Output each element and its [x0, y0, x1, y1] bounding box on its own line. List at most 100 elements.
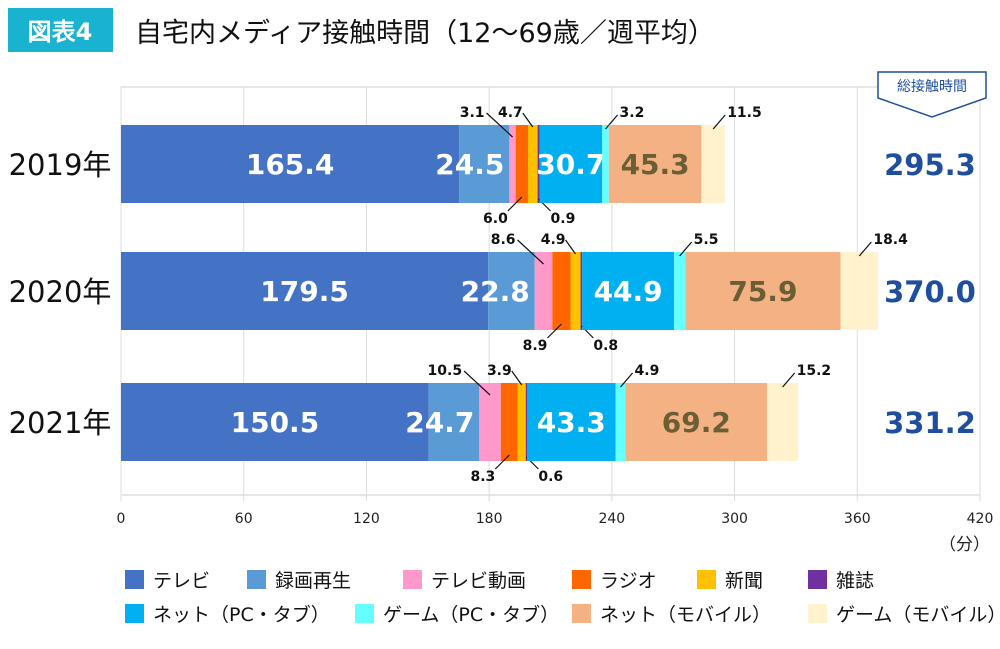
bar-segment	[840, 252, 879, 330]
bar-segment	[580, 252, 583, 330]
value-label: 15.2	[797, 363, 832, 379]
legend-swatch	[808, 604, 827, 623]
bar-segment	[509, 125, 516, 203]
total-value: 370.0	[884, 275, 976, 309]
value-label: 8.3	[470, 469, 495, 485]
total-value: 295.3	[884, 148, 976, 182]
value-label: 3.2	[620, 105, 645, 121]
bar-segment	[526, 383, 616, 461]
category-label: 2019年	[9, 148, 112, 182]
bar-segment	[625, 383, 768, 461]
bar-segment	[570, 252, 581, 330]
legend-swatch	[125, 570, 144, 589]
leader-line	[463, 370, 491, 396]
leader-line	[547, 323, 562, 339]
bar-segment	[121, 252, 489, 330]
x-tick-label: 180	[476, 511, 503, 527]
value-label: 24.5	[435, 148, 504, 181]
bar-segment	[582, 252, 675, 330]
legend-label: テレビ	[153, 570, 210, 592]
value-label: 30.7	[536, 148, 605, 181]
bar-segment	[121, 125, 460, 203]
bar-segment	[552, 252, 571, 330]
value-label: 0.9	[551, 211, 576, 227]
value-label: 3.9	[487, 363, 512, 379]
bar-segment	[525, 383, 527, 461]
value-label: 165.4	[246, 148, 335, 181]
title-badge	[8, 8, 113, 52]
value-label: 4.9	[635, 363, 660, 379]
value-label: 179.5	[260, 275, 349, 308]
total-header-shape	[877, 71, 987, 118]
leader-line	[507, 196, 523, 212]
legend-label: 新聞	[725, 570, 763, 592]
leader-line	[511, 370, 523, 386]
value-label: 45.3	[621, 148, 690, 181]
value-label: 4.9	[541, 232, 566, 248]
title-badge-text: 図表4	[28, 18, 93, 46]
leader-line	[565, 239, 577, 255]
legend-label: ラジオ	[600, 570, 657, 592]
plot-area: 0 60 120 180 240 300 360 420 2019年 165.4 24.5 3.1 6.…	[9, 86, 994, 527]
bar-segment	[539, 125, 603, 203]
x-tick-label: 0	[117, 511, 126, 527]
total-header: 総接触時間	[877, 71, 987, 118]
x-tick-label: 240	[598, 511, 625, 527]
legend-label: 雑誌	[836, 570, 874, 592]
page-title: 自宅内メディア接触時間（12〜69歳／週平均）	[135, 18, 715, 49]
leader-line	[620, 372, 634, 388]
legend-label: ネット（PC・タブ）	[153, 603, 330, 626]
total-value: 331.2	[884, 406, 976, 440]
leader-line	[782, 372, 796, 388]
x-tick-label: 120	[353, 511, 380, 527]
bar-segment	[121, 383, 429, 461]
legend-label: ゲーム（PC・タブ）	[383, 603, 559, 626]
legend-swatch	[403, 570, 422, 589]
leader-line	[605, 114, 618, 130]
value-label: 8.6	[491, 232, 516, 248]
value-label: 22.8	[461, 275, 530, 308]
bar-segment	[488, 252, 535, 330]
bar-segment	[500, 383, 518, 461]
value-label: 4.7	[498, 105, 523, 121]
value-label: 3.1	[460, 105, 485, 121]
leader-line	[858, 241, 872, 257]
legend-label: ゲーム（モバイル）	[836, 604, 1000, 626]
bar-segment	[767, 383, 799, 461]
leader-line	[494, 454, 510, 470]
bar-segment	[615, 383, 626, 461]
value-label: 69.2	[662, 406, 731, 439]
legend-label: ネット（モバイル）	[600, 604, 771, 626]
bar-segment	[685, 252, 841, 330]
bar-segment	[517, 383, 526, 461]
bar-segment	[701, 125, 725, 203]
leader-line	[712, 114, 726, 130]
value-label: 44.9	[594, 275, 663, 308]
legend-swatch	[125, 604, 144, 623]
category-label: 2020年	[9, 275, 112, 309]
bar-segment	[528, 125, 538, 203]
value-label: 43.3	[537, 406, 606, 439]
legend-label: 録画再生	[275, 570, 351, 592]
leader-line	[679, 241, 693, 257]
x-tick-label: 420	[967, 511, 994, 527]
leader-line	[486, 112, 513, 138]
x-tick-label: 60	[235, 511, 253, 527]
value-label: 5.5	[694, 232, 719, 248]
x-axis-unit: （分）	[939, 535, 990, 555]
bar-segment	[537, 125, 540, 203]
bar-segment	[602, 125, 609, 203]
total-header-label: 総接触時間	[897, 78, 967, 95]
value-label: 18.4	[873, 232, 908, 248]
legend-swatch	[697, 570, 716, 589]
value-label: 0.6	[538, 469, 563, 485]
value-label: 24.7	[405, 406, 474, 439]
legend-swatch	[355, 604, 374, 623]
value-label: 8.9	[523, 338, 548, 354]
value-label: 75.9	[728, 275, 797, 308]
bar-segment	[459, 125, 510, 203]
bar-segment	[428, 383, 480, 461]
value-label: 150.5	[231, 406, 320, 439]
